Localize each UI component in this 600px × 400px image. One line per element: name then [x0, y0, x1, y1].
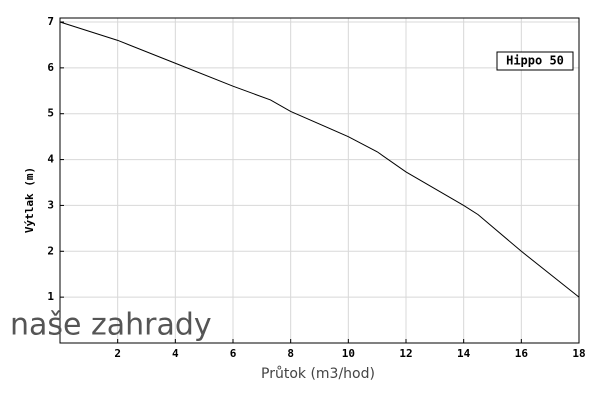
x-tick-label: 14 [457, 347, 471, 360]
y-tick-label: 2 [47, 244, 54, 257]
x-tick-label: 12 [399, 347, 412, 360]
x-tick-label: 16 [515, 347, 529, 360]
plot-frame [59, 17, 580, 344]
x-tick-label: 18 [572, 347, 585, 360]
data-line [59, 21, 580, 298]
y-axis-label: Výtlak (m) [23, 167, 36, 233]
y-tick-label: 4 [47, 153, 54, 166]
plot-area [60, 18, 579, 343]
y-tick-label: 3 [47, 198, 54, 211]
y-tick-label: 6 [47, 61, 54, 74]
x-tick-label: 2 [114, 347, 121, 360]
x-tick-label: 8 [287, 347, 294, 360]
y-tick-label: 5 [47, 107, 54, 120]
x-tick-label: 6 [230, 347, 237, 360]
x-tick-label: 10 [342, 347, 355, 360]
x-axis-label: Průtok (m3/hod) [261, 366, 375, 382]
legend-label: Hippo 50 [506, 54, 564, 68]
y-tick-label: 7 [47, 15, 54, 28]
watermark: naše zahrady [10, 308, 212, 343]
legend-box [496, 51, 574, 71]
y-tick-label: 1 [47, 290, 54, 303]
x-tick-label: 4 [172, 347, 179, 360]
